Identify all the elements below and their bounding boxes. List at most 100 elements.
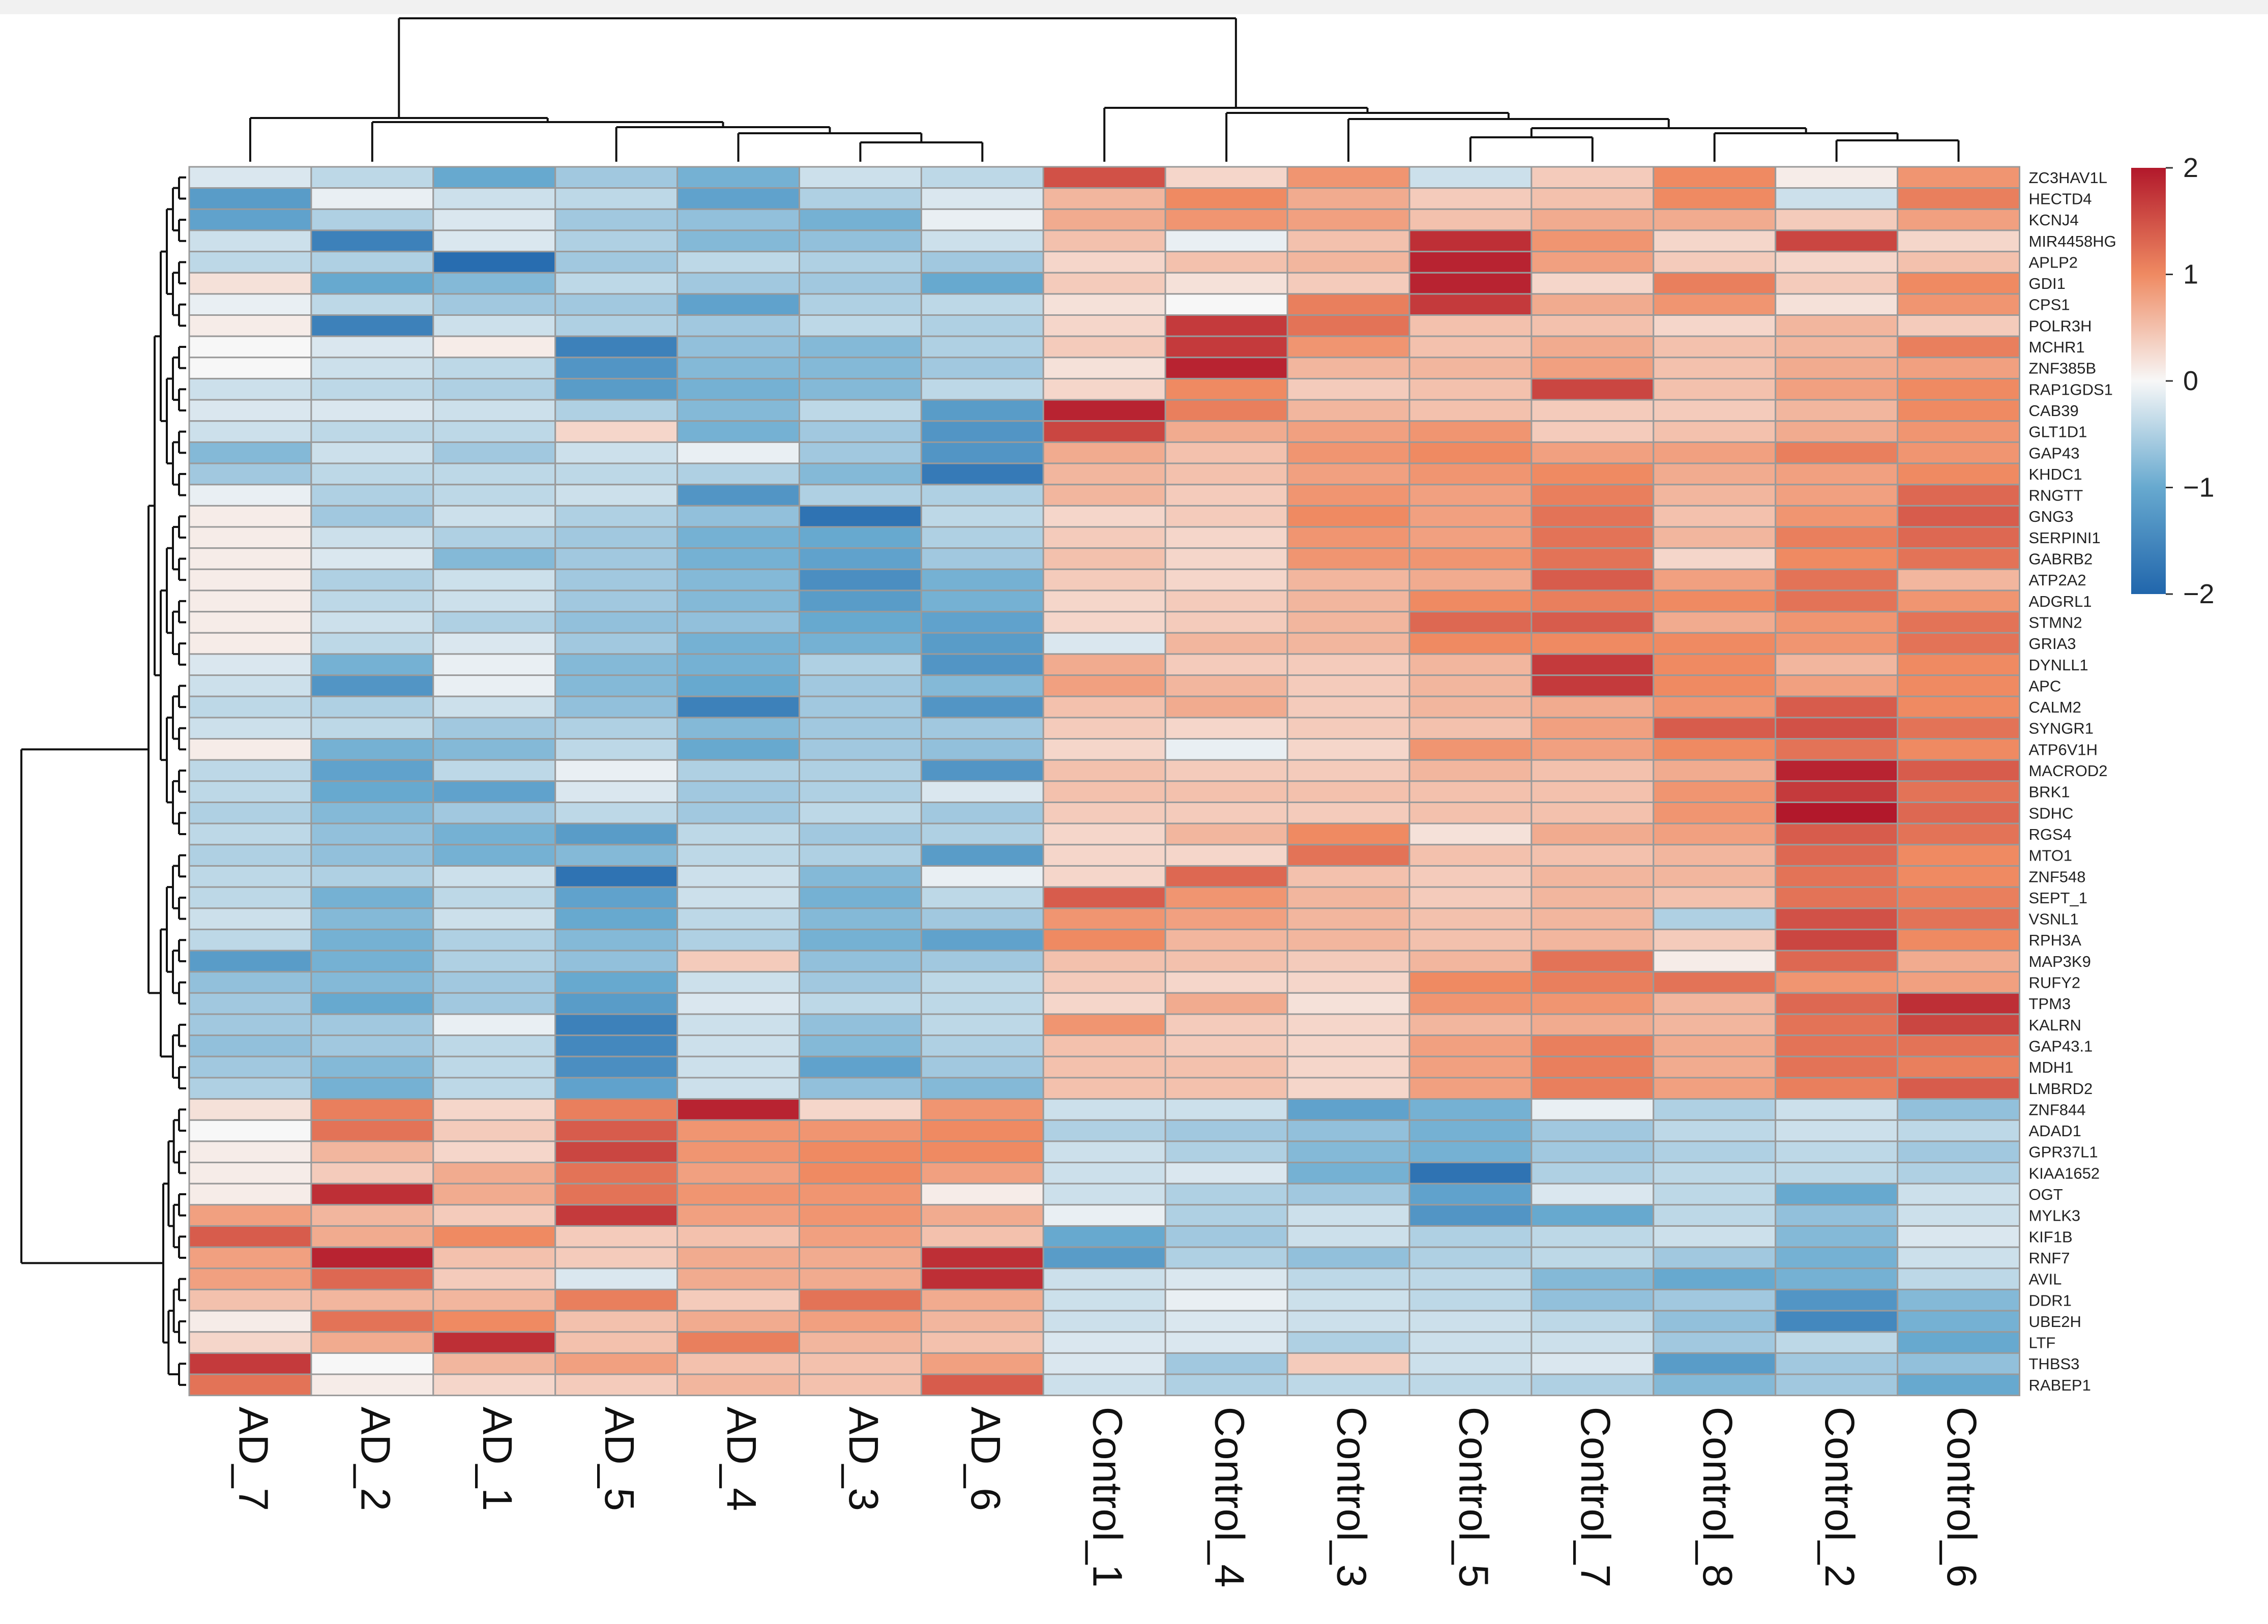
heatmap-cell-RAP1GDS1-AD_4 — [676, 378, 800, 401]
heatmap-cell-ADGRL1-Control_5 — [1408, 589, 1533, 613]
heatmap-cell-DYNLL1-AD_5 — [554, 653, 679, 676]
heatmap-cell-AVIL-Control_1 — [1042, 1267, 1166, 1290]
heatmap-cell-BRK1-AD_5 — [554, 780, 679, 803]
heatmap-cell-ZNF844-AD_6 — [920, 1098, 1044, 1121]
heatmap-cell-CAB39-AD_4 — [676, 399, 800, 422]
heatmap-cell-MYLK3-Control_4 — [1164, 1204, 1288, 1227]
heatmap-cell-RABEP1-Control_5 — [1408, 1373, 1533, 1397]
heatmap-cell-MDH1-AD_7 — [188, 1055, 312, 1079]
heatmap-cell-DYNLL1-AD_1 — [432, 653, 556, 676]
heatmap-cell-LMBRD2-Control_4 — [1164, 1077, 1288, 1100]
heatmap-cell-MYLK3-AD_1 — [432, 1204, 556, 1227]
heatmap-cell-AVIL-AD_5 — [554, 1267, 679, 1290]
heatmap-cell-RABEP1-AD_3 — [799, 1373, 922, 1397]
heatmap-cell-MACROD2-Control_7 — [1530, 759, 1655, 782]
heatmap-cell-HECTD4-AD_4 — [676, 187, 800, 210]
heatmap-cell-DDR1-Control_7 — [1530, 1288, 1655, 1312]
heatmap-cell-DYNLL1-AD_2 — [310, 653, 434, 676]
heatmap-cell-LTF-Control_7 — [1530, 1331, 1655, 1354]
heatmap-cell-TPM3-Control_8 — [1653, 992, 1777, 1015]
heatmap-cell-RABEP1-Control_4 — [1164, 1373, 1288, 1397]
row-label-LTF: LTF — [2029, 1334, 2056, 1352]
heatmap-cell-GABRB2-AD_5 — [554, 547, 679, 570]
heatmap-cell-UBE2H-AD_1 — [432, 1310, 556, 1333]
row-label-DYNLL1: DYNLL1 — [2029, 656, 2088, 674]
heatmap-cell-GNG3-AD_5 — [554, 505, 679, 528]
heatmap-cell-STMN2-AD_3 — [799, 611, 922, 634]
heatmap-cell-MTO1-Control_5 — [1408, 844, 1533, 867]
heatmap-cell-GDI1-Control_7 — [1530, 272, 1655, 295]
row-label-RAP1GDS1: RAP1GDS1 — [2029, 380, 2113, 398]
heatmap-cell-UBE2H-Control_2 — [1775, 1310, 1899, 1333]
heatmap-cell-GABRB2-Control_7 — [1530, 547, 1655, 570]
heatmap-cell-APC-Control_7 — [1530, 674, 1655, 697]
heatmap-cell-HECTD4-Control_1 — [1042, 187, 1166, 210]
heatmap-cell-LTF-Control_3 — [1286, 1331, 1410, 1354]
legend-tick-label-2: 0 — [2183, 366, 2198, 396]
heatmap-cell-ZC3HAV1L-Control_2 — [1775, 166, 1899, 189]
heatmap-cell-APLP2-AD_7 — [188, 251, 312, 274]
heatmap-cell-RAP1GDS1-Control_3 — [1286, 378, 1410, 401]
heatmap-cell-RNGTT-Control_8 — [1653, 484, 1777, 507]
heatmap-cell-SDHC-AD_2 — [310, 802, 434, 824]
row-label-GAP43: GAP43 — [2029, 444, 2080, 462]
heatmap-cell-SDHC-Control_1 — [1042, 802, 1166, 824]
heatmap-cell-VSNL1-Control_6 — [1897, 907, 2021, 930]
heatmap-cell-HECTD4-Control_3 — [1286, 187, 1410, 210]
heatmap-cell-ADAD1-AD_7 — [188, 1119, 312, 1142]
heatmap-cell-RUFY2-Control_5 — [1408, 971, 1533, 994]
heatmap-cell-MYLK3-AD_5 — [554, 1204, 679, 1227]
heatmap-cell-MCHR1-Control_6 — [1897, 335, 2021, 359]
heatmap-cell-RGS4-Control_2 — [1775, 822, 1899, 846]
heatmap-cell-MTO1-AD_6 — [920, 844, 1044, 867]
heatmap-cell-GDI1-Control_6 — [1897, 272, 2021, 295]
row-label-MTO1: MTO1 — [2029, 847, 2073, 865]
heatmap-cell-DDR1-Control_4 — [1164, 1288, 1288, 1312]
heatmap-cell-SYNGR1-Control_2 — [1775, 717, 1899, 740]
heatmap-cell-CPS1-Control_2 — [1775, 293, 1899, 316]
heatmap-cell-ATP6V1H-Control_4 — [1164, 738, 1288, 761]
row-label-GNG3: GNG3 — [2029, 508, 2074, 525]
heatmap-cell-ADGRL1-AD_4 — [676, 589, 800, 613]
heatmap-cell-ADGRL1-Control_6 — [1897, 589, 2021, 613]
heatmap-cell-GRIA3-Control_8 — [1653, 632, 1777, 655]
heatmap-cell-AVIL-Control_3 — [1286, 1267, 1410, 1290]
heatmap-cell-ZC3HAV1L-AD_6 — [920, 166, 1044, 189]
heatmap-cell-ZNF844-Control_7 — [1530, 1098, 1655, 1121]
heatmap-cell-CAB39-Control_7 — [1530, 399, 1655, 422]
heatmap-cell-ZNF548-Control_4 — [1164, 865, 1288, 888]
heatmap-cell-MIR4458HG-Control_4 — [1164, 229, 1288, 252]
heatmap-cell-ATP2A2-AD_5 — [554, 568, 679, 592]
heatmap-cell-GABRB2-Control_4 — [1164, 547, 1288, 570]
heatmap-cell-OGT-Control_5 — [1408, 1183, 1533, 1206]
heatmap-cell-APLP2-Control_8 — [1653, 251, 1777, 274]
heatmap-cell-KIAA1652-AD_1 — [432, 1162, 556, 1185]
heatmap-cell-KIF1B-AD_6 — [920, 1225, 1044, 1248]
heatmap-cell-CAB39-AD_6 — [920, 399, 1044, 422]
heatmap-cell-HECTD4-Control_2 — [1775, 187, 1899, 210]
heatmap-cell-VSNL1-Control_3 — [1286, 907, 1410, 930]
heatmap-cell-MYLK3-Control_6 — [1897, 1204, 2021, 1227]
heatmap-cell-KHDC1-Control_4 — [1164, 462, 1288, 486]
heatmap-cell-UBE2H-AD_7 — [188, 1310, 312, 1333]
heatmap-cell-GDI1-AD_6 — [920, 272, 1044, 295]
heatmap-cell-GLT1D1-AD_6 — [920, 420, 1044, 443]
heatmap-cell-RAP1GDS1-AD_1 — [432, 378, 556, 401]
heatmap-cell-BRK1-Control_4 — [1164, 780, 1288, 803]
heatmap-cell-APC-AD_4 — [676, 674, 800, 697]
heatmap-cell-MIR4458HG-AD_4 — [676, 229, 800, 252]
heatmap-cell-OGT-AD_1 — [432, 1183, 556, 1206]
heatmap-cell-POLR3H-AD_3 — [799, 314, 922, 337]
heatmap-cell-POLR3H-Control_8 — [1653, 314, 1777, 337]
heatmap-cell-MTO1-AD_4 — [676, 844, 800, 867]
heatmap-cell-ZC3HAV1L-Control_7 — [1530, 166, 1655, 189]
heatmap-cell-RPH3A-Control_8 — [1653, 928, 1777, 952]
heatmap-cell-GRIA3-AD_7 — [188, 632, 312, 655]
heatmap-cell-RPH3A-Control_7 — [1530, 928, 1655, 952]
heatmap-cell-GPR37L1-AD_5 — [554, 1140, 679, 1163]
heatmap-cell-MIR4458HG-AD_6 — [920, 229, 1044, 252]
heatmap-cell-KIAA1652-Control_2 — [1775, 1162, 1899, 1185]
heatmap-cell-SYNGR1-AD_1 — [432, 717, 556, 740]
heatmap-cell-KIAA1652-AD_3 — [799, 1162, 922, 1185]
